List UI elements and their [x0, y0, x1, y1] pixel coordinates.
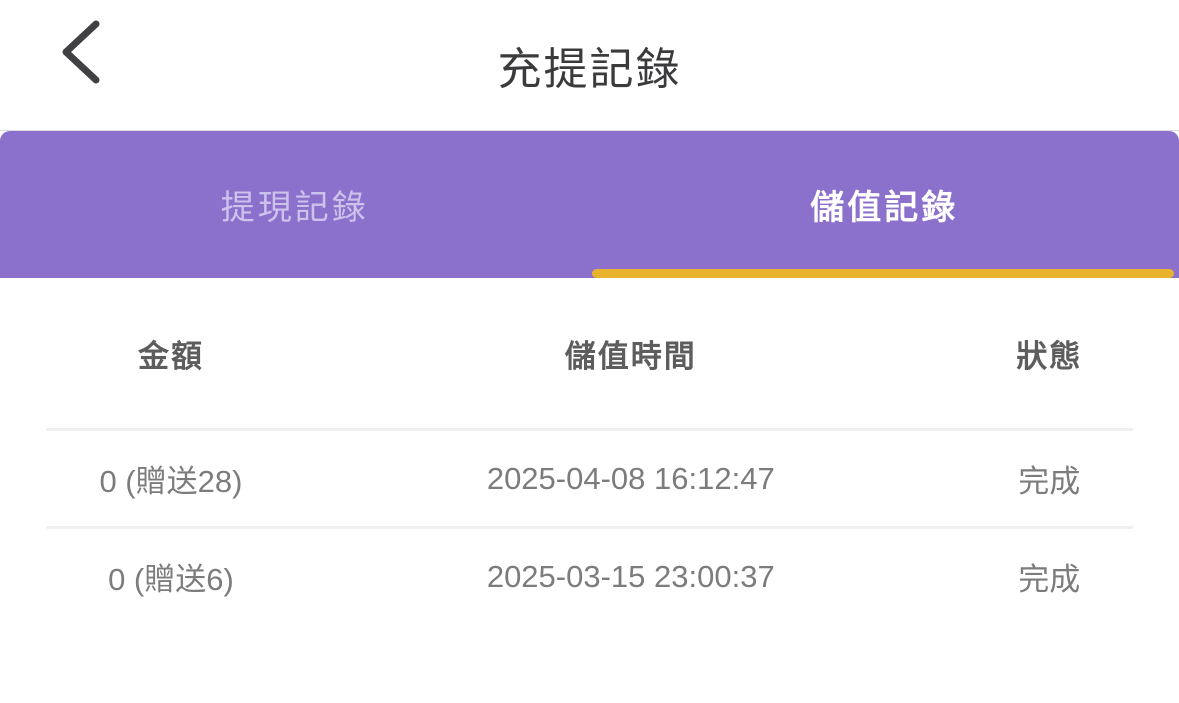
tab-deposit-records[interactable]: 儲值記錄 [590, 131, 1179, 278]
active-tab-underline [591, 269, 1174, 278]
column-header-status: 狀態 [1016, 338, 1083, 374]
tab-withdrawal-label: 提現記錄 [220, 189, 369, 227]
chevron-left-icon [58, 18, 102, 89]
column-header-amount: 金額 [137, 338, 204, 374]
amount-cell: 0 (贈送28) [99, 464, 243, 499]
navbar: 充提記錄 [0, 0, 1179, 131]
back-button[interactable] [44, 14, 116, 92]
page-title: 充提記錄 [497, 45, 682, 94]
row-divider [46, 428, 1133, 431]
amount-cell: 0 (贈送6) [108, 562, 234, 597]
tab-bar: 提現記錄 儲值記錄 [0, 131, 1179, 278]
table-row: 0 (贈送28) 2025-04-08 16:12:47 完成 [0, 431, 1179, 526]
row-divider [46, 526, 1133, 529]
status-cell: 完成 [1018, 562, 1081, 597]
deposit-records-table: 金額 儲值時間 狀態 0 (贈送28) 2025-04-08 16:12:47 … [0, 278, 1179, 624]
time-cell: 2025-03-15 23:00:37 [486, 558, 775, 594]
tab-withdrawal-records[interactable]: 提現記錄 [0, 131, 590, 278]
column-header-time: 儲值時間 [564, 338, 697, 374]
tab-deposit-label: 儲值記錄 [810, 189, 959, 227]
time-cell: 2025-04-08 16:12:47 [486, 460, 775, 496]
status-cell: 完成 [1018, 464, 1081, 499]
table-header-row: 金額 儲值時間 狀態 [0, 278, 1179, 428]
table-row: 0 (贈送6) 2025-03-15 23:00:37 完成 [0, 529, 1179, 624]
